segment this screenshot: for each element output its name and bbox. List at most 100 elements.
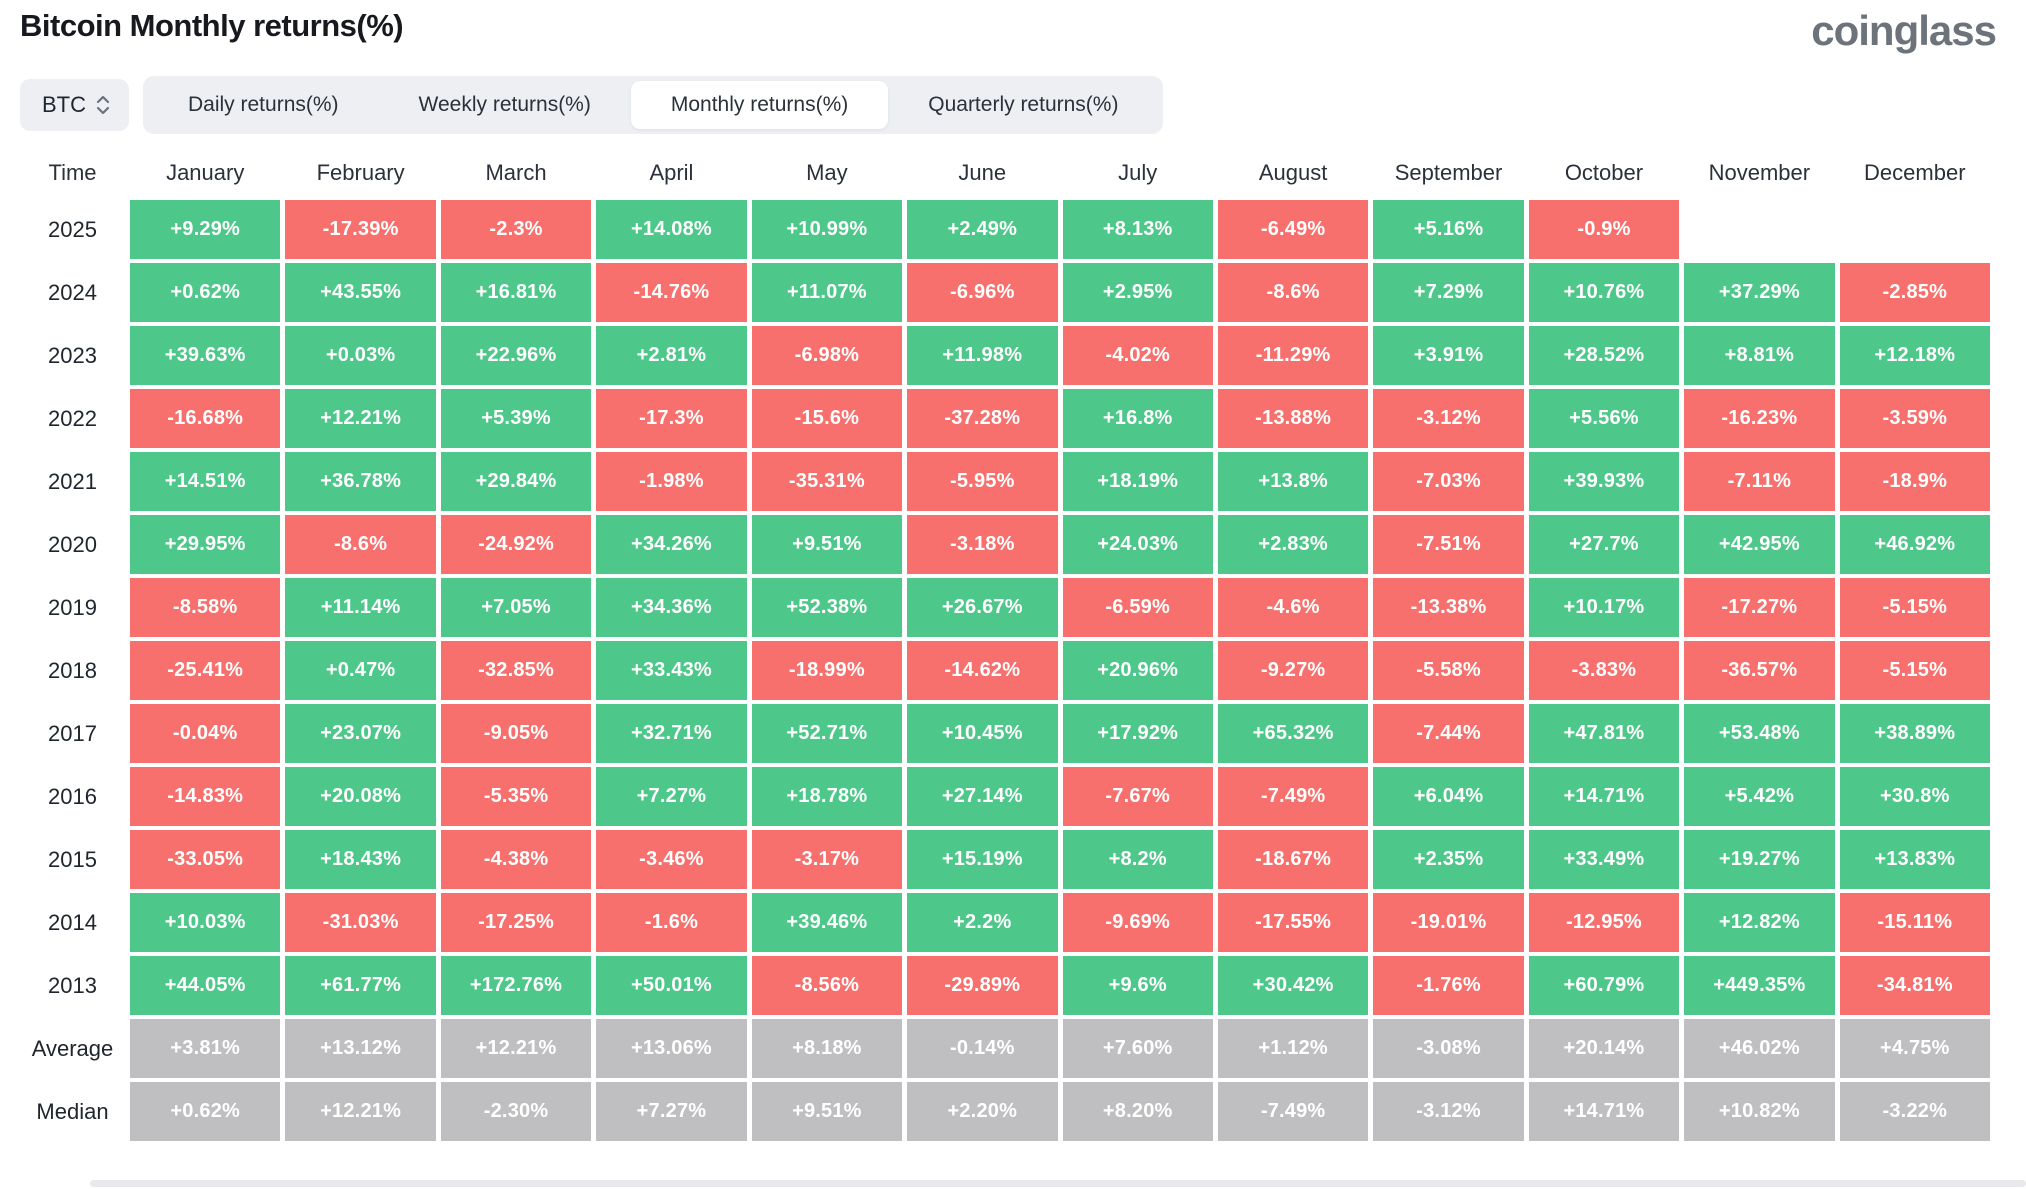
row-label: Median: [36, 1098, 109, 1124]
return-cell: +18.19%: [1062, 452, 1213, 512]
return-cell: -8.6%: [1217, 263, 1369, 323]
return-cell: +7.60%: [1062, 1019, 1213, 1079]
return-cell: -0.04%: [130, 704, 281, 764]
month-column-header: April: [649, 160, 694, 186]
return-cell: +46.02%: [1684, 1019, 1835, 1079]
return-cell: -7.03%: [1373, 452, 1524, 512]
return-cell: +7.29%: [1373, 263, 1524, 323]
return-cell: +17.92%: [1062, 704, 1213, 764]
return-cell: +12.21%: [440, 1019, 592, 1079]
return-cell: +0.03%: [285, 326, 436, 386]
return-cell: +172.76%: [440, 956, 592, 1016]
return-cell: -7.49%: [1217, 767, 1369, 827]
return-cell: +2.20%: [907, 1082, 1058, 1142]
return-cell: -9.05%: [440, 704, 592, 764]
chevron-up-down-icon: [96, 96, 110, 115]
return-cell: -3.22%: [1839, 1082, 1990, 1142]
return-cell: -29.89%: [907, 956, 1058, 1016]
return-cell: +9.29%: [130, 200, 281, 260]
return-cell: +0.47%: [285, 641, 436, 701]
row-label: 2019: [48, 594, 97, 620]
return-cell: +5.16%: [1373, 200, 1524, 260]
tab-monthly-returns[interactable]: Monthly returns(%): [630, 81, 889, 130]
return-cell: +13.83%: [1839, 830, 1990, 890]
return-cell: +37.29%: [1684, 263, 1835, 323]
return-cell: +7.27%: [596, 1082, 747, 1142]
return-cell: -1.76%: [1373, 956, 1524, 1016]
return-cell: +10.82%: [1684, 1082, 1835, 1142]
return-cell: -11.29%: [1217, 326, 1369, 386]
return-cell: -6.96%: [907, 263, 1058, 323]
month-column-header: May: [806, 160, 848, 186]
return-cell: +11.98%: [907, 326, 1058, 386]
return-cell: -1.98%: [596, 452, 747, 512]
return-cell: +44.05%: [130, 956, 281, 1016]
controls-bar: BTC Daily returns(%) Weekly returns(%) Mon…: [20, 76, 2026, 135]
row-label: 2014: [48, 909, 97, 935]
return-cell: +33.43%: [596, 641, 747, 701]
tab-quarterly-returns[interactable]: Quarterly returns(%): [928, 93, 1119, 117]
return-cell: -3.17%: [751, 830, 903, 890]
return-cell: -0.14%: [907, 1019, 1058, 1079]
return-cell: +8.20%: [1062, 1082, 1213, 1142]
returns-table: Time January February March April May June July…: [20, 150, 1990, 1142]
return-cell: -8.6%: [285, 515, 436, 575]
return-cell: +52.71%: [751, 704, 903, 764]
return-cell: -17.3%: [596, 389, 747, 449]
horizontal-scrollbar[interactable]: [90, 1180, 2026, 1187]
return-cell: +26.67%: [907, 578, 1058, 638]
return-cell: -15.11%: [1839, 893, 1990, 953]
return-cell: -17.39%: [285, 200, 436, 260]
return-cell: +29.84%: [440, 452, 592, 512]
return-cell: +7.27%: [596, 767, 747, 827]
return-cell: -8.56%: [751, 956, 903, 1016]
return-cell: -24.92%: [440, 515, 592, 575]
return-cell: -4.02%: [1062, 326, 1213, 386]
return-cell: +39.63%: [130, 326, 281, 386]
return-cell: -6.59%: [1062, 578, 1213, 638]
return-cell: -5.58%: [1373, 641, 1524, 701]
row-label: 2018: [48, 657, 97, 683]
row-label: 2016: [48, 783, 97, 809]
return-cell: -18.99%: [751, 641, 903, 701]
return-cell: -17.55%: [1217, 893, 1369, 953]
tab-weekly-returns[interactable]: Weekly returns(%): [418, 93, 591, 117]
return-cell: +20.96%: [1062, 641, 1213, 701]
return-cell: +34.36%: [596, 578, 747, 638]
return-cell: +43.55%: [285, 263, 436, 323]
return-cell: +18.43%: [285, 830, 436, 890]
return-cell: -18.9%: [1839, 452, 1990, 512]
time-column-header: Time: [48, 160, 97, 186]
month-column-header: January: [166, 160, 245, 186]
return-cell: -5.35%: [440, 767, 592, 827]
return-cell: +28.52%: [1528, 326, 1680, 386]
return-cell: -14.62%: [907, 641, 1058, 701]
return-cell: -15.6%: [751, 389, 903, 449]
return-cell: +10.45%: [907, 704, 1058, 764]
tab-daily-returns[interactable]: Daily returns(%): [188, 93, 339, 117]
return-cell: +22.96%: [440, 326, 592, 386]
return-cell: +14.71%: [1528, 1082, 1680, 1142]
return-cell: -3.08%: [1373, 1019, 1524, 1079]
coinglass-logo: coinglass: [1811, 7, 1997, 54]
return-cell: -3.46%: [596, 830, 747, 890]
month-column-header: June: [958, 160, 1007, 186]
return-cell: -2.85%: [1839, 263, 1990, 323]
return-cell: +50.01%: [596, 956, 747, 1016]
return-cell: +0.62%: [130, 263, 281, 323]
return-cell: +33.49%: [1528, 830, 1680, 890]
return-cell: +16.8%: [1062, 389, 1213, 449]
return-cell: +5.42%: [1684, 767, 1835, 827]
coin-selector[interactable]: BTC: [20, 79, 129, 132]
return-cell: +16.81%: [440, 263, 592, 323]
return-cell: +42.95%: [1684, 515, 1835, 575]
return-cell: -17.25%: [440, 893, 592, 953]
return-cell: -2.30%: [440, 1082, 592, 1142]
return-cell: +11.14%: [285, 578, 436, 638]
return-cell: +13.06%: [596, 1019, 747, 1079]
return-cell: [1840, 200, 1990, 259]
return-cell: -13.38%: [1373, 578, 1524, 638]
month-column-header: March: [485, 160, 547, 186]
row-label: 2020: [48, 531, 97, 557]
return-cell: +34.26%: [596, 515, 747, 575]
